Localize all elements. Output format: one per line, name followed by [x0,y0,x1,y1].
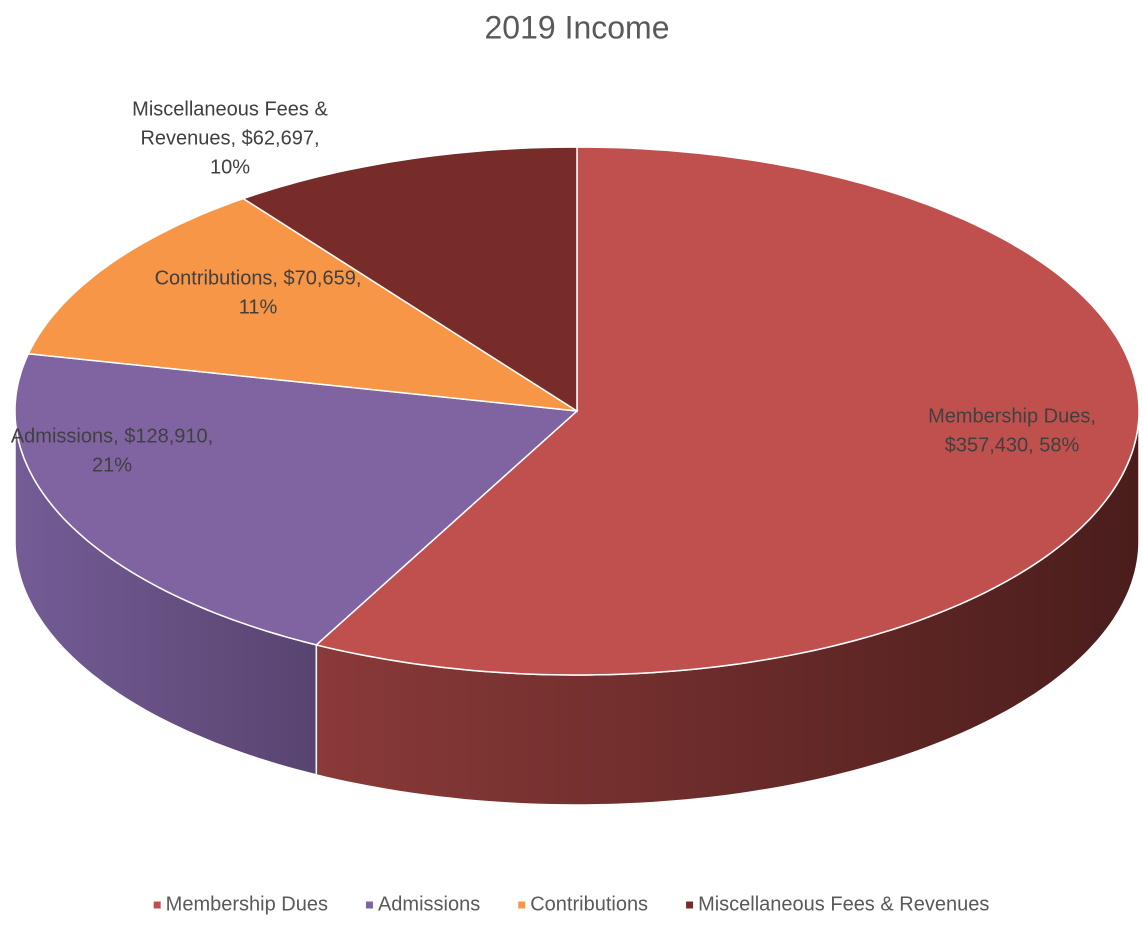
slice [241,146,578,413]
slice [27,197,578,412]
data-label: 21% [92,454,132,476]
data-label: Revenues, $62,697, [140,127,319,149]
data-label: 11% [239,296,278,318]
legend-label: Miscellaneous Fees & Revenues [698,893,989,915]
data-label: $357,430, 58% [945,434,1080,456]
chart-title: 2019 Income [484,9,669,45]
legend-swatch [153,901,161,909]
data-label: Contributions, $70,659, [155,267,362,289]
data-label: Admissions, $128,910, [11,425,213,447]
legend-label: Contributions [530,893,648,915]
legend-swatch [518,901,526,909]
data-label: Miscellaneous Fees & [132,98,328,120]
legend-label: Membership Dues [166,893,328,915]
legend-label: Admissions [378,893,480,915]
slice [314,146,1140,676]
legend-swatch [686,901,694,909]
legend-swatch [365,901,373,909]
slice [14,352,579,646]
data-label: Membership Dues, [928,405,1096,427]
data-label: 10% [210,156,250,178]
